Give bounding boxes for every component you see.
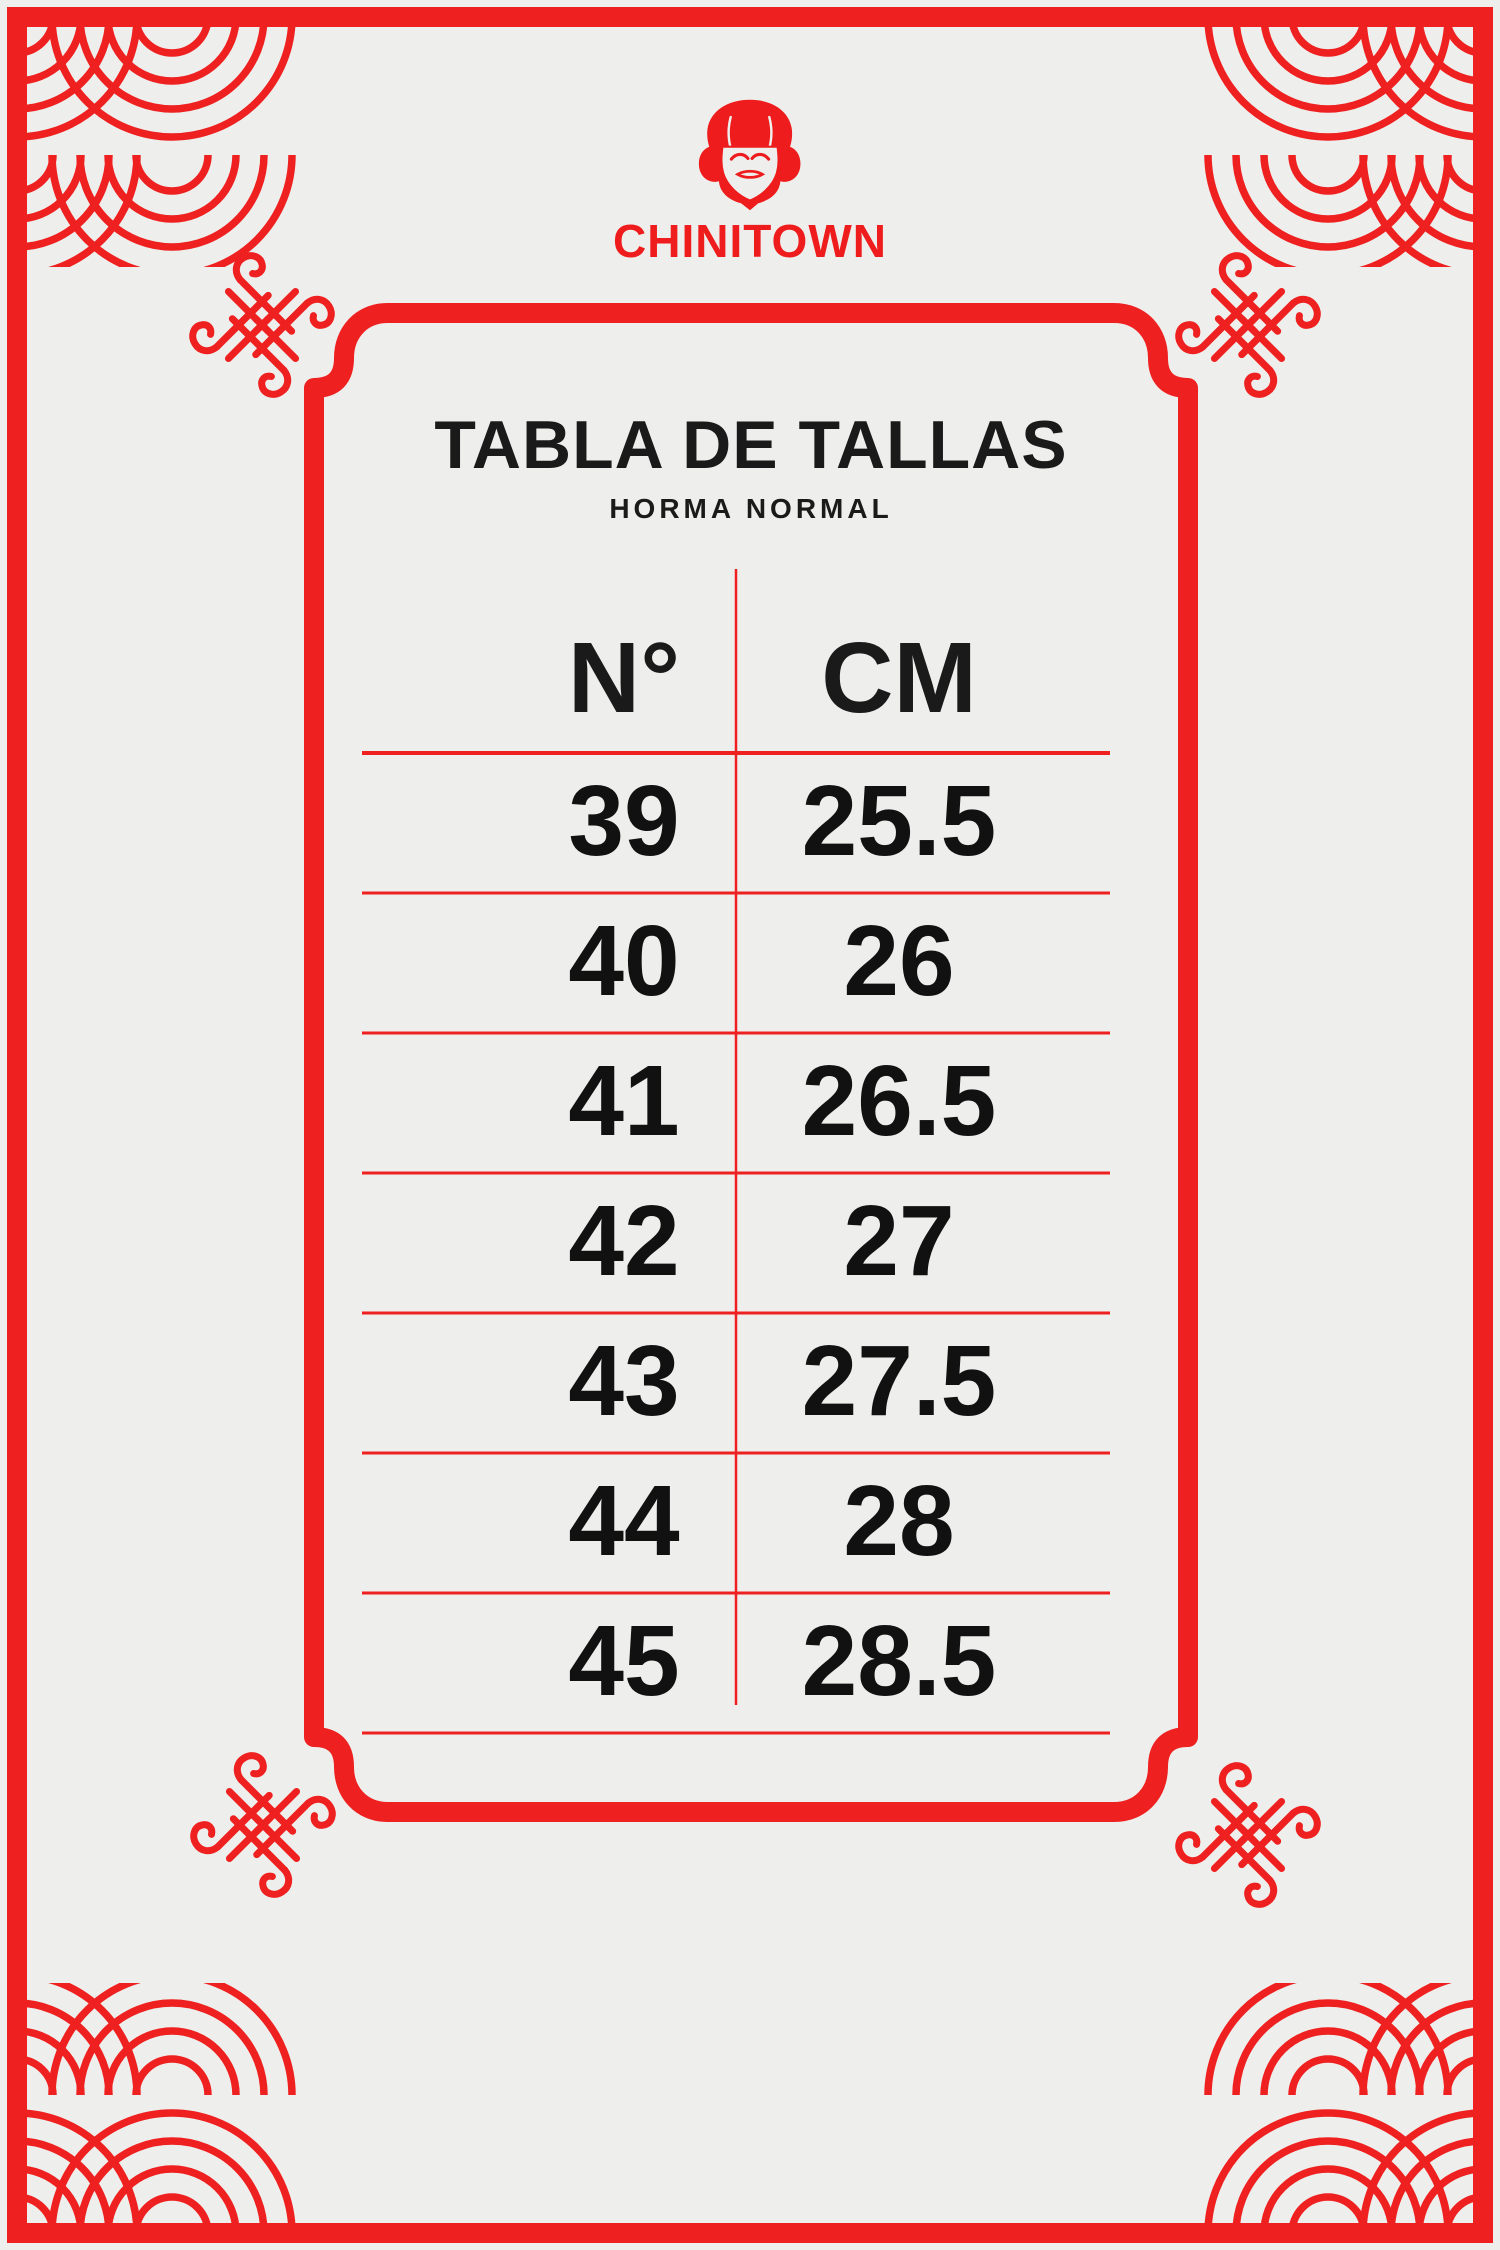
svg-text:28.5: 28.5 (802, 1605, 997, 1717)
svg-text:27.5: 27.5 (802, 1325, 997, 1437)
svg-text:CM: CM (821, 622, 977, 734)
svg-text:HORMA NORMAL: HORMA NORMAL (609, 493, 892, 524)
svg-text:45: 45 (568, 1605, 679, 1717)
svg-text:25.5: 25.5 (802, 765, 997, 877)
svg-text:N°: N° (568, 622, 680, 734)
svg-text:40: 40 (568, 905, 679, 1017)
svg-text:28: 28 (843, 1465, 954, 1577)
svg-text:TABLA DE TALLAS: TABLA DE TALLAS (434, 407, 1067, 483)
svg-text:41: 41 (568, 1045, 679, 1157)
svg-text:27: 27 (843, 1185, 954, 1297)
svg-text:44: 44 (568, 1465, 680, 1577)
svg-text:39: 39 (568, 765, 679, 877)
svg-text:26: 26 (843, 905, 954, 1017)
svg-text:43: 43 (568, 1325, 679, 1437)
svg-text:CHINITOWN: CHINITOWN (613, 215, 887, 267)
svg-text:42: 42 (568, 1185, 679, 1297)
svg-text:26.5: 26.5 (802, 1045, 997, 1157)
